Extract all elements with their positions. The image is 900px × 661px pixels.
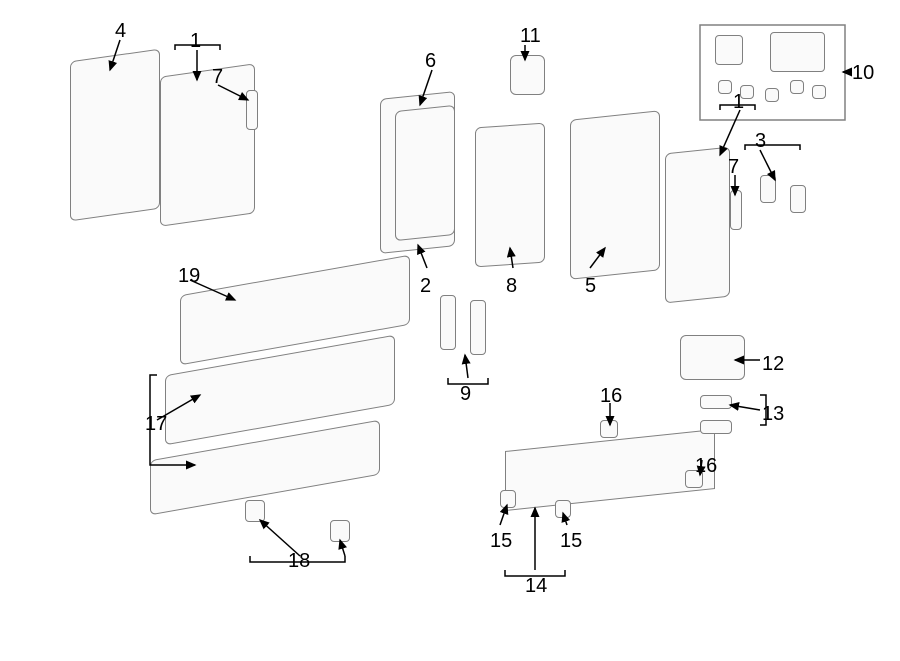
panel10-item — [770, 32, 825, 72]
callout-label: 12 — [762, 353, 784, 376]
diagram-canvas: { "diagram": { "type": "exploded-parts-d… — [0, 0, 900, 661]
callout-label: 15 — [560, 530, 582, 553]
callout-label: 16 — [695, 455, 717, 478]
callout-label: 14 — [525, 575, 547, 598]
clip-a — [600, 420, 618, 438]
bolt-b — [700, 420, 732, 434]
callout-label: 9 — [460, 383, 471, 406]
callout-label: 7 — [212, 66, 223, 89]
seat-back-assy-right — [665, 147, 730, 304]
callout-label: 2 — [420, 275, 431, 298]
callout-label: 11 — [520, 25, 541, 48]
seat-back-pad-right — [570, 110, 660, 279]
retainer-a — [245, 500, 265, 522]
panel10-item — [790, 80, 804, 94]
callout-label: 15 — [490, 530, 512, 553]
callout-label: 3 — [755, 130, 766, 153]
panel10-item — [765, 88, 779, 102]
release-strap-right — [470, 300, 486, 355]
release-strap-left — [440, 295, 456, 350]
seat-back-cover-left — [70, 49, 160, 222]
callout-label: 18 — [288, 550, 310, 573]
callout-label: 19 — [178, 265, 200, 288]
bolt-a — [700, 395, 732, 409]
callout-label: 6 — [425, 50, 436, 73]
headrest-guide-left — [246, 90, 258, 130]
panel10-item — [812, 85, 826, 99]
callout-label: 1 — [190, 30, 201, 53]
armrest-back-pad — [395, 105, 455, 241]
panel10-item — [715, 35, 743, 65]
retainer-b — [330, 520, 350, 542]
callout-label: 1 — [733, 91, 744, 114]
callout-label: 4 — [115, 20, 126, 43]
panel10-item — [718, 80, 732, 94]
callout-label: 7 — [728, 156, 739, 179]
armrest-console — [475, 123, 545, 268]
plug-b — [555, 500, 571, 518]
callout-label: 13 — [762, 403, 784, 426]
plug-a — [500, 490, 516, 508]
callout-label: 16 — [600, 385, 622, 408]
seat-back-assy-left — [160, 63, 255, 226]
guide-sleeve-b — [790, 185, 806, 213]
trim-panel — [505, 429, 715, 511]
latch — [510, 55, 545, 95]
callout-label: 17 — [145, 413, 167, 436]
callout-label: 10 — [852, 62, 874, 85]
callout-label: 5 — [585, 275, 596, 298]
guide-sleeve-a — [760, 175, 776, 203]
headrest-guide-right — [730, 190, 742, 230]
hinge-bracket — [680, 335, 745, 380]
callout-label: 8 — [506, 275, 517, 298]
